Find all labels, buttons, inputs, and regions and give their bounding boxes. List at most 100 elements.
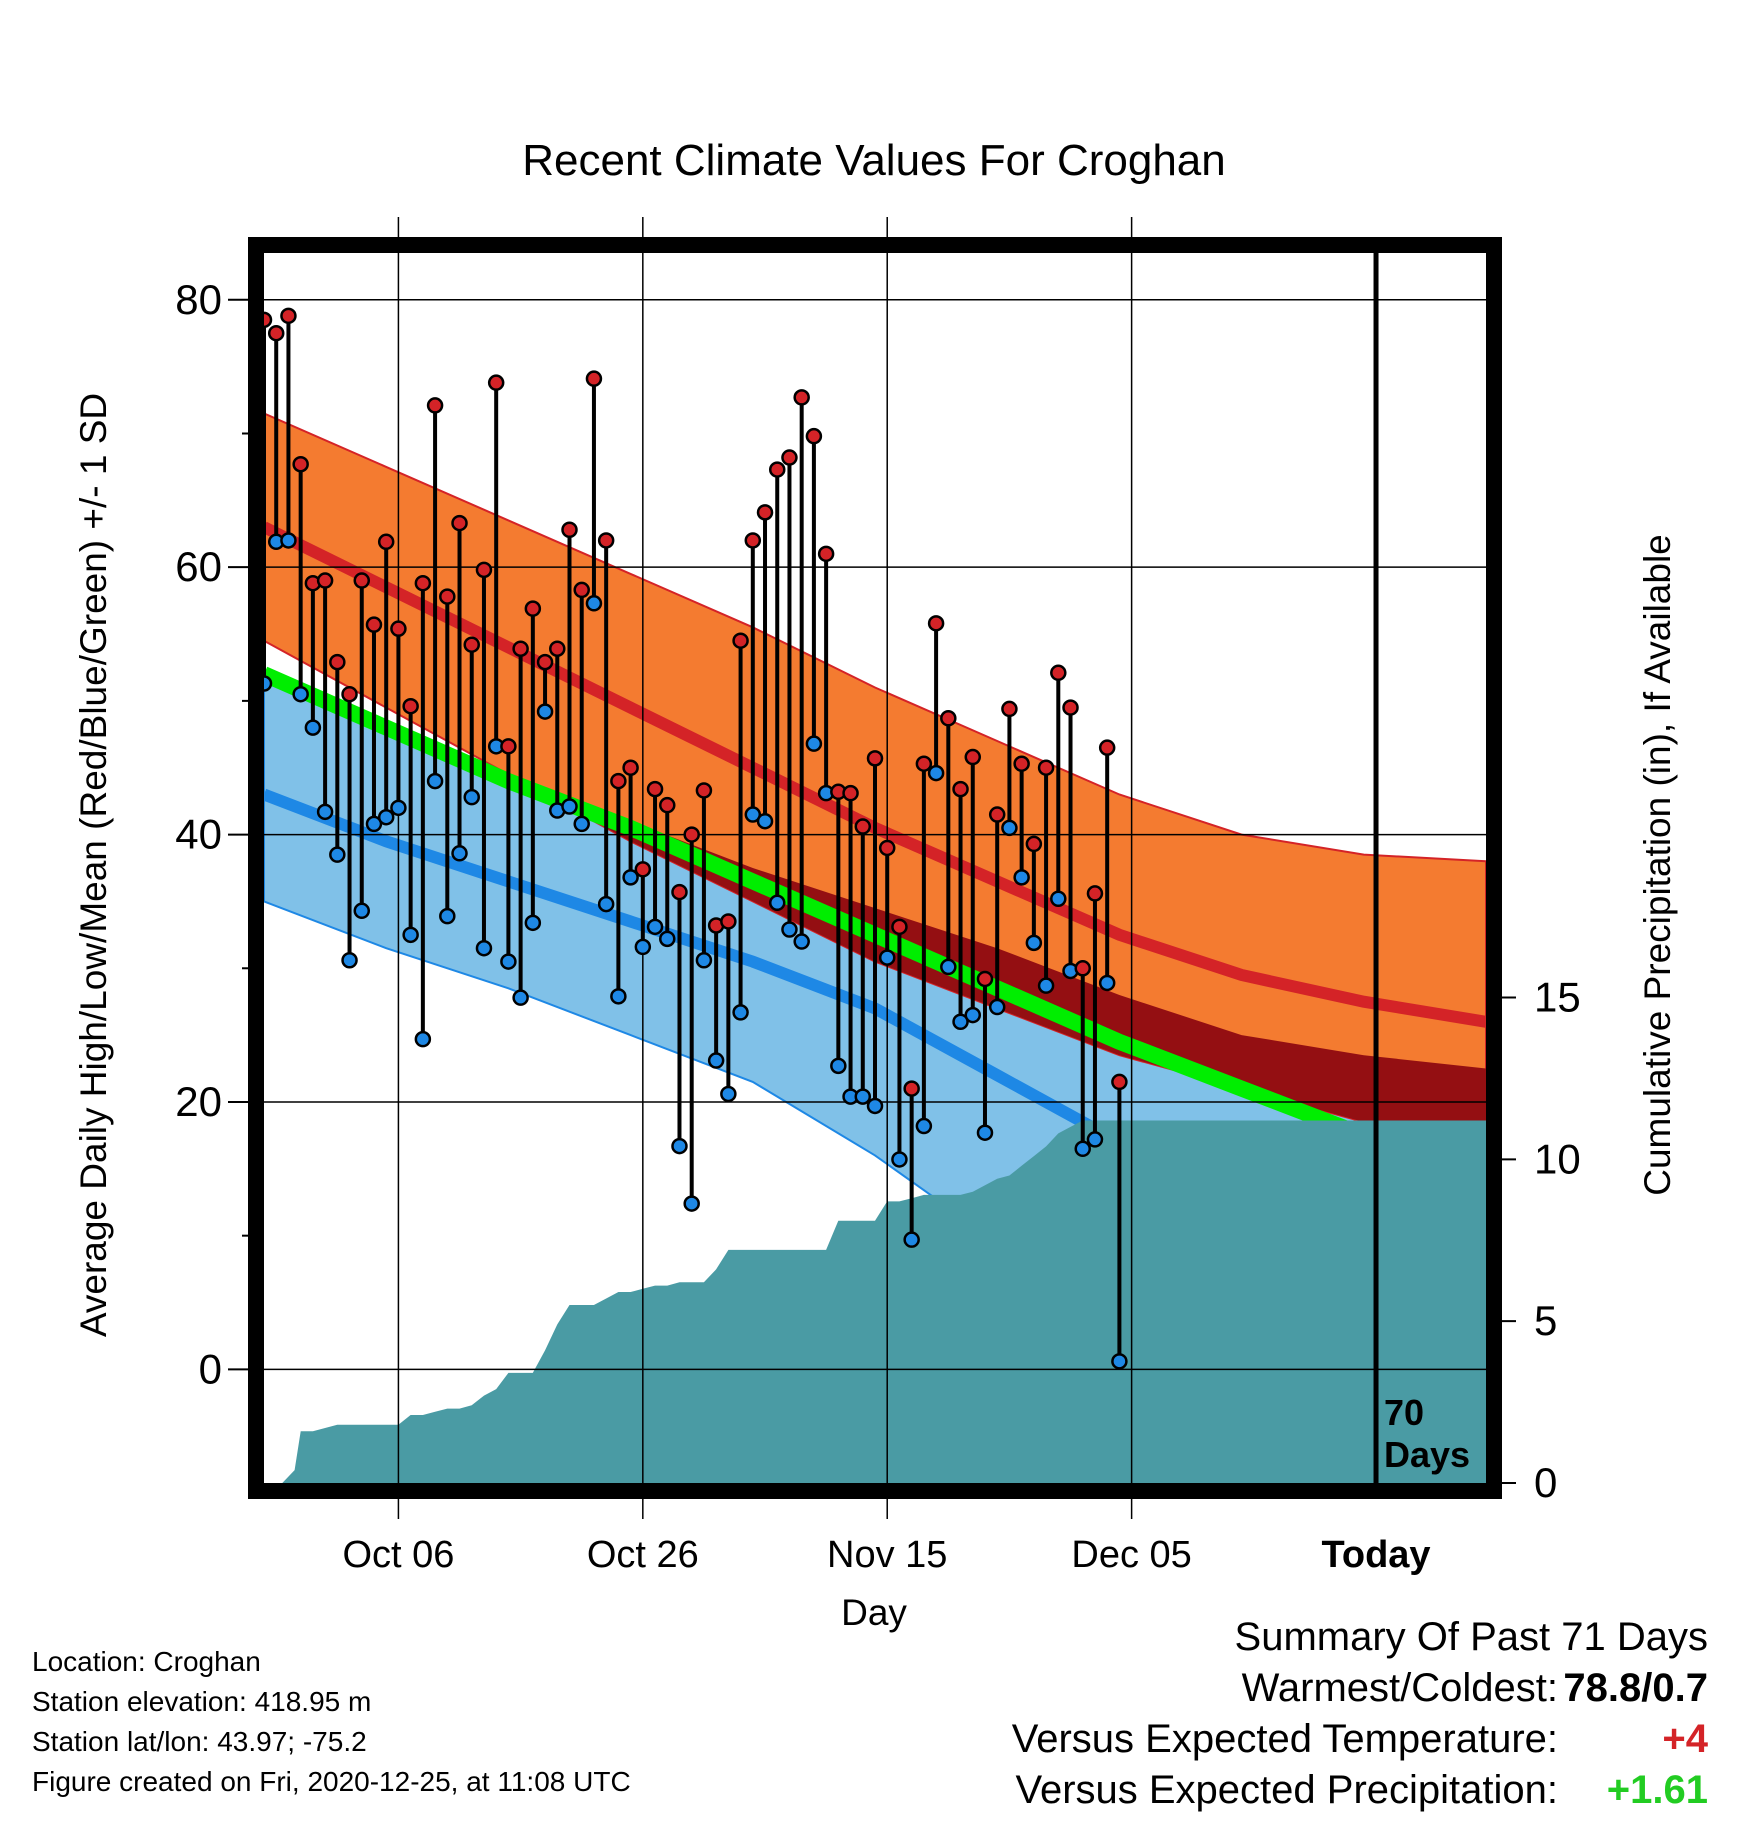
high-temp-point (903, 1080, 920, 1097)
sd-overlap-band (264, 640, 1486, 1156)
high-temp-point (463, 636, 480, 653)
high-temp-point (610, 772, 627, 790)
high-temp-point (805, 427, 823, 445)
low-temp-point (1050, 890, 1067, 907)
high-temp-point (964, 748, 982, 766)
location-text: Location: Croghan (32, 1646, 261, 1677)
created-text: Figure created on Fri, 2020-12-25, at 11… (32, 1766, 631, 1797)
high-temp-point (793, 389, 810, 406)
high-temp-point (988, 806, 1006, 823)
low-temp-point (475, 939, 493, 957)
high-temp-point (781, 449, 798, 466)
high-temp-point (1025, 835, 1043, 853)
latlon-text: Station lat/lon: 43.97; -75.2 (32, 1726, 367, 1757)
high-temp-point (549, 640, 566, 657)
observations (264, 307, 1128, 1370)
y-axis-label: Average Daily High/Low/Mean (Red/Blue/Gr… (73, 393, 114, 1337)
high-temp-point (952, 780, 969, 798)
high-temp-point (915, 755, 933, 772)
high-temp-point (720, 913, 737, 930)
high-temp-point (817, 545, 835, 563)
low-temp-point (402, 926, 419, 944)
y2-tick-label: 0 (1534, 1459, 1557, 1506)
high-temp-point (292, 455, 309, 473)
high-temp-point (1098, 739, 1116, 756)
high-temp-point (634, 861, 652, 878)
low-temp-point (1111, 1353, 1128, 1370)
high-temp-point (646, 780, 664, 798)
high-temp-point (671, 883, 688, 901)
high-temp-point (659, 796, 676, 814)
high-temp-point (390, 620, 407, 637)
high-temp-point (280, 307, 297, 325)
temp-row: Versus Expected Temperature: +4 (1012, 1714, 1708, 1765)
low-temp-point (1037, 977, 1055, 994)
high-temp-point (891, 918, 908, 936)
high-temp-point (475, 561, 493, 579)
high-temp-point (878, 839, 896, 857)
x-axis-label: Day (841, 1592, 907, 1633)
low-temp-point (781, 921, 798, 938)
grid-lines (264, 217, 1486, 1519)
low-temp-point (524, 914, 542, 932)
low-temp-point (805, 735, 823, 752)
high-temp-point (842, 784, 859, 802)
high-temp-point (1001, 700, 1018, 718)
low-temp-point (683, 1195, 700, 1212)
low-temp-point (585, 595, 603, 612)
high-temp-point (402, 697, 419, 715)
high-temp-point (768, 461, 786, 478)
high-temp-point (451, 514, 468, 532)
low-temp-point (940, 958, 957, 976)
low-temp-point (915, 1117, 933, 1135)
low-temp-point (439, 907, 456, 925)
low-temp-point (634, 938, 652, 956)
today-days-label: Days (1384, 1434, 1470, 1475)
low-temp-point (964, 1006, 982, 1024)
high-temp-point (585, 370, 603, 387)
warm-cold-label: Warmest/Coldest: (1241, 1666, 1558, 1710)
plot-frame (248, 237, 1502, 1499)
y-tick-label: 60 (175, 543, 222, 590)
low-temp-point (671, 1137, 688, 1155)
low-temp-point (732, 1004, 749, 1021)
high-temp-point (1050, 664, 1067, 682)
high-temp-point (500, 738, 517, 755)
high-temp-point (622, 759, 639, 776)
y-tick-label: 20 (175, 1078, 222, 1125)
low-temp-point (377, 808, 395, 826)
high-temp-point (536, 653, 554, 671)
high-temp-point (341, 685, 358, 703)
low-temp-point (1074, 1140, 1091, 1158)
low-temp-point (390, 799, 407, 817)
low-temp-point (646, 918, 664, 936)
high-temp-point (744, 532, 762, 549)
high-temp-point (927, 615, 945, 632)
warm-cold-row: Warmest/Coldest: 78.8/0.7 (1012, 1663, 1708, 1714)
low-temp-point (988, 998, 1006, 1016)
x-tick-label: Today (1321, 1534, 1430, 1576)
low-temp-point (573, 815, 590, 833)
high-temp-point (487, 374, 505, 391)
low-temp-point (353, 902, 371, 920)
high-temp-point (426, 397, 444, 414)
low-temp-point (1001, 819, 1018, 837)
temp-value: +4 (1662, 1717, 1708, 1761)
precip-value: +1.61 (1606, 1768, 1708, 1812)
chart-title: Recent Climate Values For Croghan (522, 136, 1226, 185)
high-temp-point (1037, 759, 1055, 776)
high-temp-point (439, 588, 456, 605)
y2-tick-label: 5 (1534, 1297, 1557, 1344)
high-temp-point (414, 574, 432, 592)
low-temp-point (768, 894, 786, 912)
high-temp-point (377, 533, 395, 551)
low-temp-point (866, 1097, 884, 1115)
low-temp-point (451, 845, 468, 862)
high-temp-point (573, 581, 590, 599)
low-temp-point (1013, 869, 1030, 886)
low-temp-point (659, 930, 676, 948)
low-temp-point (903, 1231, 920, 1248)
low-temp-point (952, 1013, 969, 1030)
low-temp-point (426, 772, 444, 790)
